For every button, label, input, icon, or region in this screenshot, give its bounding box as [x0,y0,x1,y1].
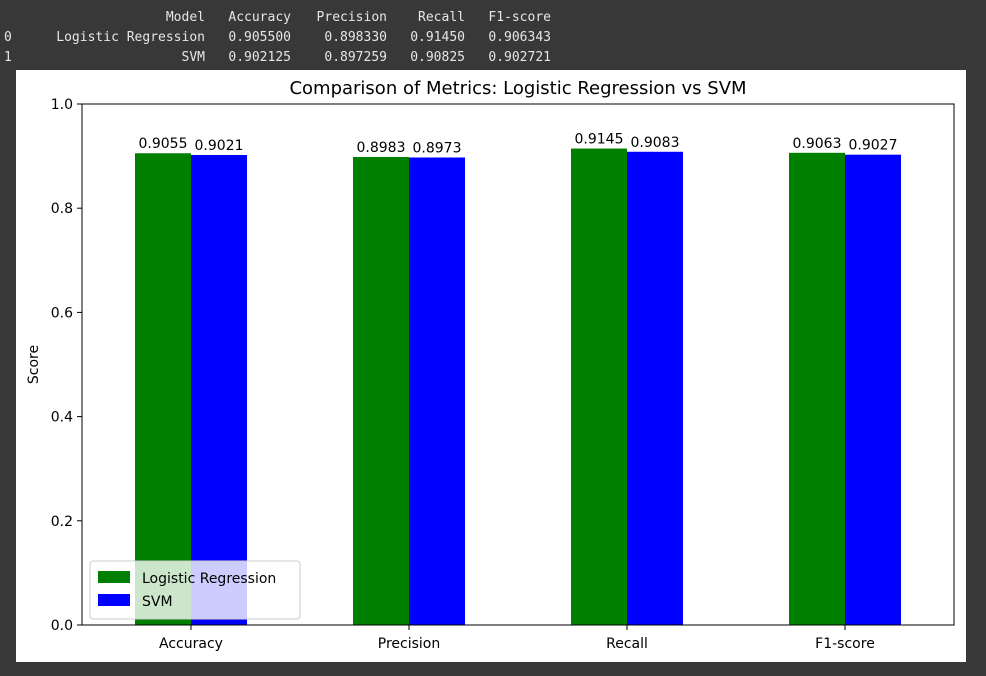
bar-value-label: 0.9021 [195,138,244,154]
table-cell: Logistic Regression [56,30,205,45]
table-cell: 0.90825 [410,50,465,65]
y-tick-label: 0.4 [51,410,73,426]
table-cell: 0.902721 [488,50,551,65]
table-cell: 0 [4,30,12,45]
bar-value-label: 0.9027 [849,138,898,154]
y-axis-label: Score [26,345,42,384]
chart-figure: Comparison of Metrics: Logistic Regressi… [16,70,966,662]
table-header-cell: F1-score [488,10,551,25]
legend-label: Logistic Regression [142,571,276,587]
table-header-cell: Accuracy [228,10,291,25]
x-tick-label: F1-score [815,636,875,652]
legend-box [89,560,301,620]
bar-value-label: 0.9145 [575,132,624,148]
bar [135,153,191,625]
bar-chart: Comparison of Metrics: Logistic Regressi… [26,78,955,652]
y-tick-label: 0.0 [51,618,73,634]
chart-title: Comparison of Metrics: Logistic Regressi… [289,78,746,99]
x-tick-label: Precision [378,636,440,652]
table-cell: 0.906343 [488,30,551,45]
legend-swatch [98,571,130,583]
plot-frame [81,103,955,626]
bar-value-label: 0.9083 [631,135,680,151]
table-header-cell: Precision [316,10,387,25]
table-header-cell: Model [165,10,205,25]
bar [627,151,683,625]
bar-value-label: 0.9063 [793,136,842,152]
bar-value-label: 0.8983 [357,140,406,156]
bar [409,157,465,625]
y-tick-label: 0.8 [51,201,73,217]
table-header-cell: Recall [418,10,465,25]
legend-label: SVM [142,594,173,610]
y-tick-label: 1.0 [51,97,73,113]
table-cell: 0.898330 [324,30,387,45]
table-cell: 0.897259 [324,50,387,65]
bar [789,152,845,626]
table-cell: 0.91450 [410,30,465,45]
x-tick-label: Accuracy [159,636,223,652]
x-tick-label: Recall [606,636,648,652]
dataframe-output: Model Accuracy Precision Recall F1-score 0 Log… [0,0,986,70]
bar-value-label: 0.9055 [139,136,188,152]
table-cell: SVM [181,50,205,65]
table-cell: 0.902125 [228,50,291,65]
bar [845,154,901,625]
bar [191,155,247,625]
y-tick-label: 0.6 [51,305,73,321]
bar [571,148,627,625]
bar-value-label: 0.8973 [413,141,462,157]
y-tick-label: 0.2 [51,514,73,530]
table-cell: 0.905500 [228,30,291,45]
bar [353,156,409,625]
table-cell: 1 [4,50,12,65]
legend-swatch [98,594,130,606]
